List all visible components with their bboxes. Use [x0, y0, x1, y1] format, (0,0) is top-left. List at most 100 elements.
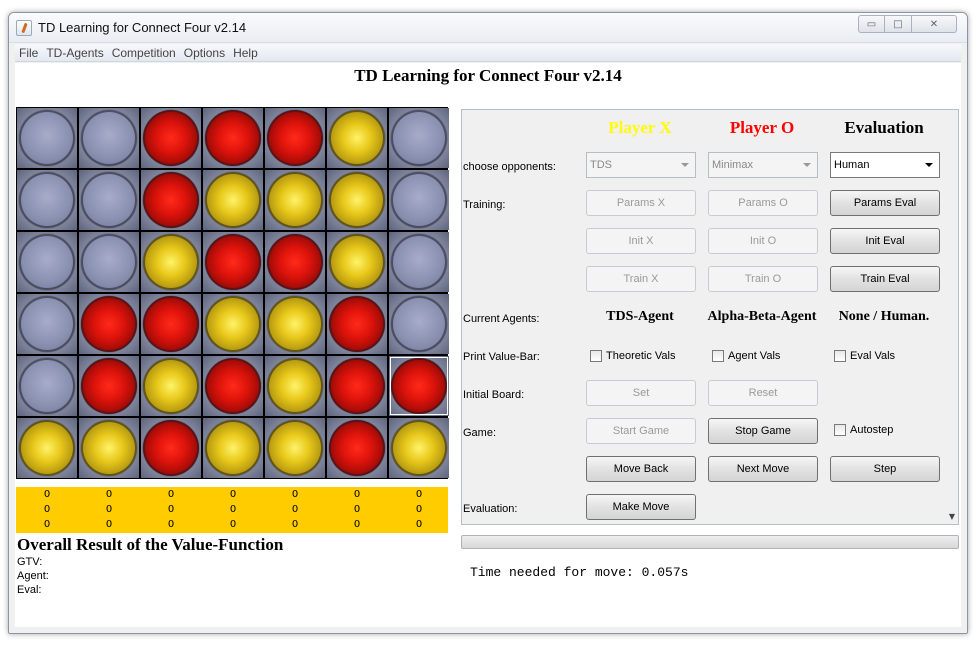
- status-text: Time needed for move: 0.057s: [470, 565, 689, 580]
- board-cell[interactable]: [79, 418, 139, 478]
- board-cell[interactable]: [327, 294, 387, 354]
- board-cell[interactable]: [79, 294, 139, 354]
- result-title: Overall Result of the Value-Function: [17, 535, 284, 554]
- menu-td-agents[interactable]: TD-Agents: [46, 45, 104, 60]
- value-cell: 0: [415, 504, 423, 515]
- make-move-button[interactable]: Make Move: [586, 494, 696, 520]
- board-cell[interactable]: [203, 108, 263, 168]
- board-cell[interactable]: [327, 418, 387, 478]
- gtv-label: GTV:: [17, 556, 43, 568]
- menu-help[interactable]: Help: [233, 45, 258, 60]
- board-cell[interactable]: [265, 356, 325, 416]
- board-cell[interactable]: [17, 418, 77, 478]
- opponent-o-select[interactable]: Minimax: [708, 152, 818, 178]
- value-cell: 0: [229, 519, 237, 530]
- board-cell[interactable]: [389, 418, 449, 478]
- maximize-button[interactable]: □: [885, 15, 912, 33]
- status-area: Time needed for move: 0.057s: [451, 553, 961, 605]
- board-cell[interactable]: [265, 294, 325, 354]
- board-cell[interactable]: [141, 108, 201, 168]
- params-o-button[interactable]: Params O: [708, 190, 818, 216]
- red-disc: [143, 172, 199, 228]
- move-back-button[interactable]: Move Back: [586, 456, 696, 482]
- menu-competition[interactable]: Competition: [111, 45, 176, 60]
- opponent-eval-select[interactable]: Human: [830, 152, 940, 178]
- yellow-disc: [267, 172, 323, 228]
- label-current-agents: Current Agents:: [463, 313, 540, 325]
- board-cell[interactable]: [327, 170, 387, 230]
- board-cell[interactable]: [327, 356, 387, 416]
- params-x-button[interactable]: Params X: [586, 190, 696, 216]
- board-cell[interactable]: [141, 418, 201, 478]
- board-cell[interactable]: [141, 294, 201, 354]
- board-cell[interactable]: [141, 232, 201, 292]
- checkbox-box[interactable]: [712, 350, 724, 362]
- checkbox-box[interactable]: [834, 424, 846, 436]
- set-button[interactable]: Set: [586, 380, 696, 406]
- train-o-button[interactable]: Train O: [708, 266, 818, 292]
- red-disc: [143, 110, 199, 166]
- scroll-down-icon[interactable]: ▼: [948, 512, 955, 521]
- board-cell[interactable]: [203, 418, 263, 478]
- board-cell[interactable]: [79, 232, 139, 292]
- menu-options[interactable]: Options: [183, 45, 226, 60]
- params-eval-button[interactable]: Params Eval: [830, 190, 940, 216]
- checkbox-box[interactable]: [590, 350, 602, 362]
- board-cell[interactable]: [203, 294, 263, 354]
- value-cell: 0: [353, 519, 361, 530]
- start-game-button[interactable]: Start Game: [586, 418, 696, 444]
- board-cell[interactable]: [389, 232, 449, 292]
- autostep-checkbox[interactable]: Autostep: [834, 424, 893, 436]
- train-x-button[interactable]: Train X: [586, 266, 696, 292]
- empty-slot: [19, 358, 75, 414]
- board-cell[interactable]: [265, 170, 325, 230]
- board-cell[interactable]: [17, 108, 77, 168]
- board-cell[interactable]: [389, 294, 449, 354]
- control-panel: Player X Player O Evaluation choose oppo…: [461, 109, 959, 525]
- menu-file[interactable]: File: [19, 45, 39, 60]
- agent-vals-checkbox[interactable]: Agent Vals: [712, 350, 780, 362]
- yellow-disc: [81, 420, 137, 476]
- board-cell[interactable]: [141, 356, 201, 416]
- init-eval-button[interactable]: Init Eval: [830, 228, 940, 254]
- empty-slot: [19, 234, 75, 290]
- value-cell: 0: [167, 519, 175, 530]
- value-cell: 0: [291, 489, 299, 500]
- board-cell[interactable]: [17, 232, 77, 292]
- opponent-x-select[interactable]: TDS: [586, 152, 696, 178]
- board-cell[interactable]: [17, 170, 77, 230]
- board-cell[interactable]: [327, 232, 387, 292]
- theoretic-vals-checkbox[interactable]: Theoretic Vals: [590, 350, 676, 362]
- board-cell[interactable]: [389, 356, 449, 416]
- init-o-button[interactable]: Init O: [708, 228, 818, 254]
- board-cell[interactable]: [203, 356, 263, 416]
- board-cell[interactable]: [17, 356, 77, 416]
- stop-game-button[interactable]: Stop Game: [708, 418, 818, 444]
- board-cell[interactable]: [327, 108, 387, 168]
- init-x-button[interactable]: Init X: [586, 228, 696, 254]
- board-cell[interactable]: [203, 232, 263, 292]
- close-button[interactable]: ✕: [912, 15, 957, 33]
- board-cell[interactable]: [17, 294, 77, 354]
- board-cell[interactable]: [79, 170, 139, 230]
- board-cell[interactable]: [389, 108, 449, 168]
- board-cell[interactable]: [203, 170, 263, 230]
- yellow-disc: [143, 358, 199, 414]
- page-title: TD Learning for Connect Four v2.14: [354, 66, 622, 85]
- minimize-button[interactable]: ▭: [858, 15, 885, 33]
- board-cell[interactable]: [79, 108, 139, 168]
- eval-vals-checkbox[interactable]: Eval Vals: [834, 350, 895, 362]
- train-eval-button[interactable]: Train Eval: [830, 266, 940, 292]
- next-move-button[interactable]: Next Move: [708, 456, 818, 482]
- empty-slot: [391, 110, 447, 166]
- step-button[interactable]: Step: [830, 456, 940, 482]
- board-cell[interactable]: [389, 170, 449, 230]
- reset-button[interactable]: Reset: [708, 380, 818, 406]
- board-cell[interactable]: [79, 356, 139, 416]
- board-cell[interactable]: [265, 418, 325, 478]
- board-cell[interactable]: [265, 232, 325, 292]
- board-cell[interactable]: [141, 170, 201, 230]
- checkbox-box[interactable]: [834, 350, 846, 362]
- board-cell[interactable]: [265, 108, 325, 168]
- red-disc: [143, 296, 199, 352]
